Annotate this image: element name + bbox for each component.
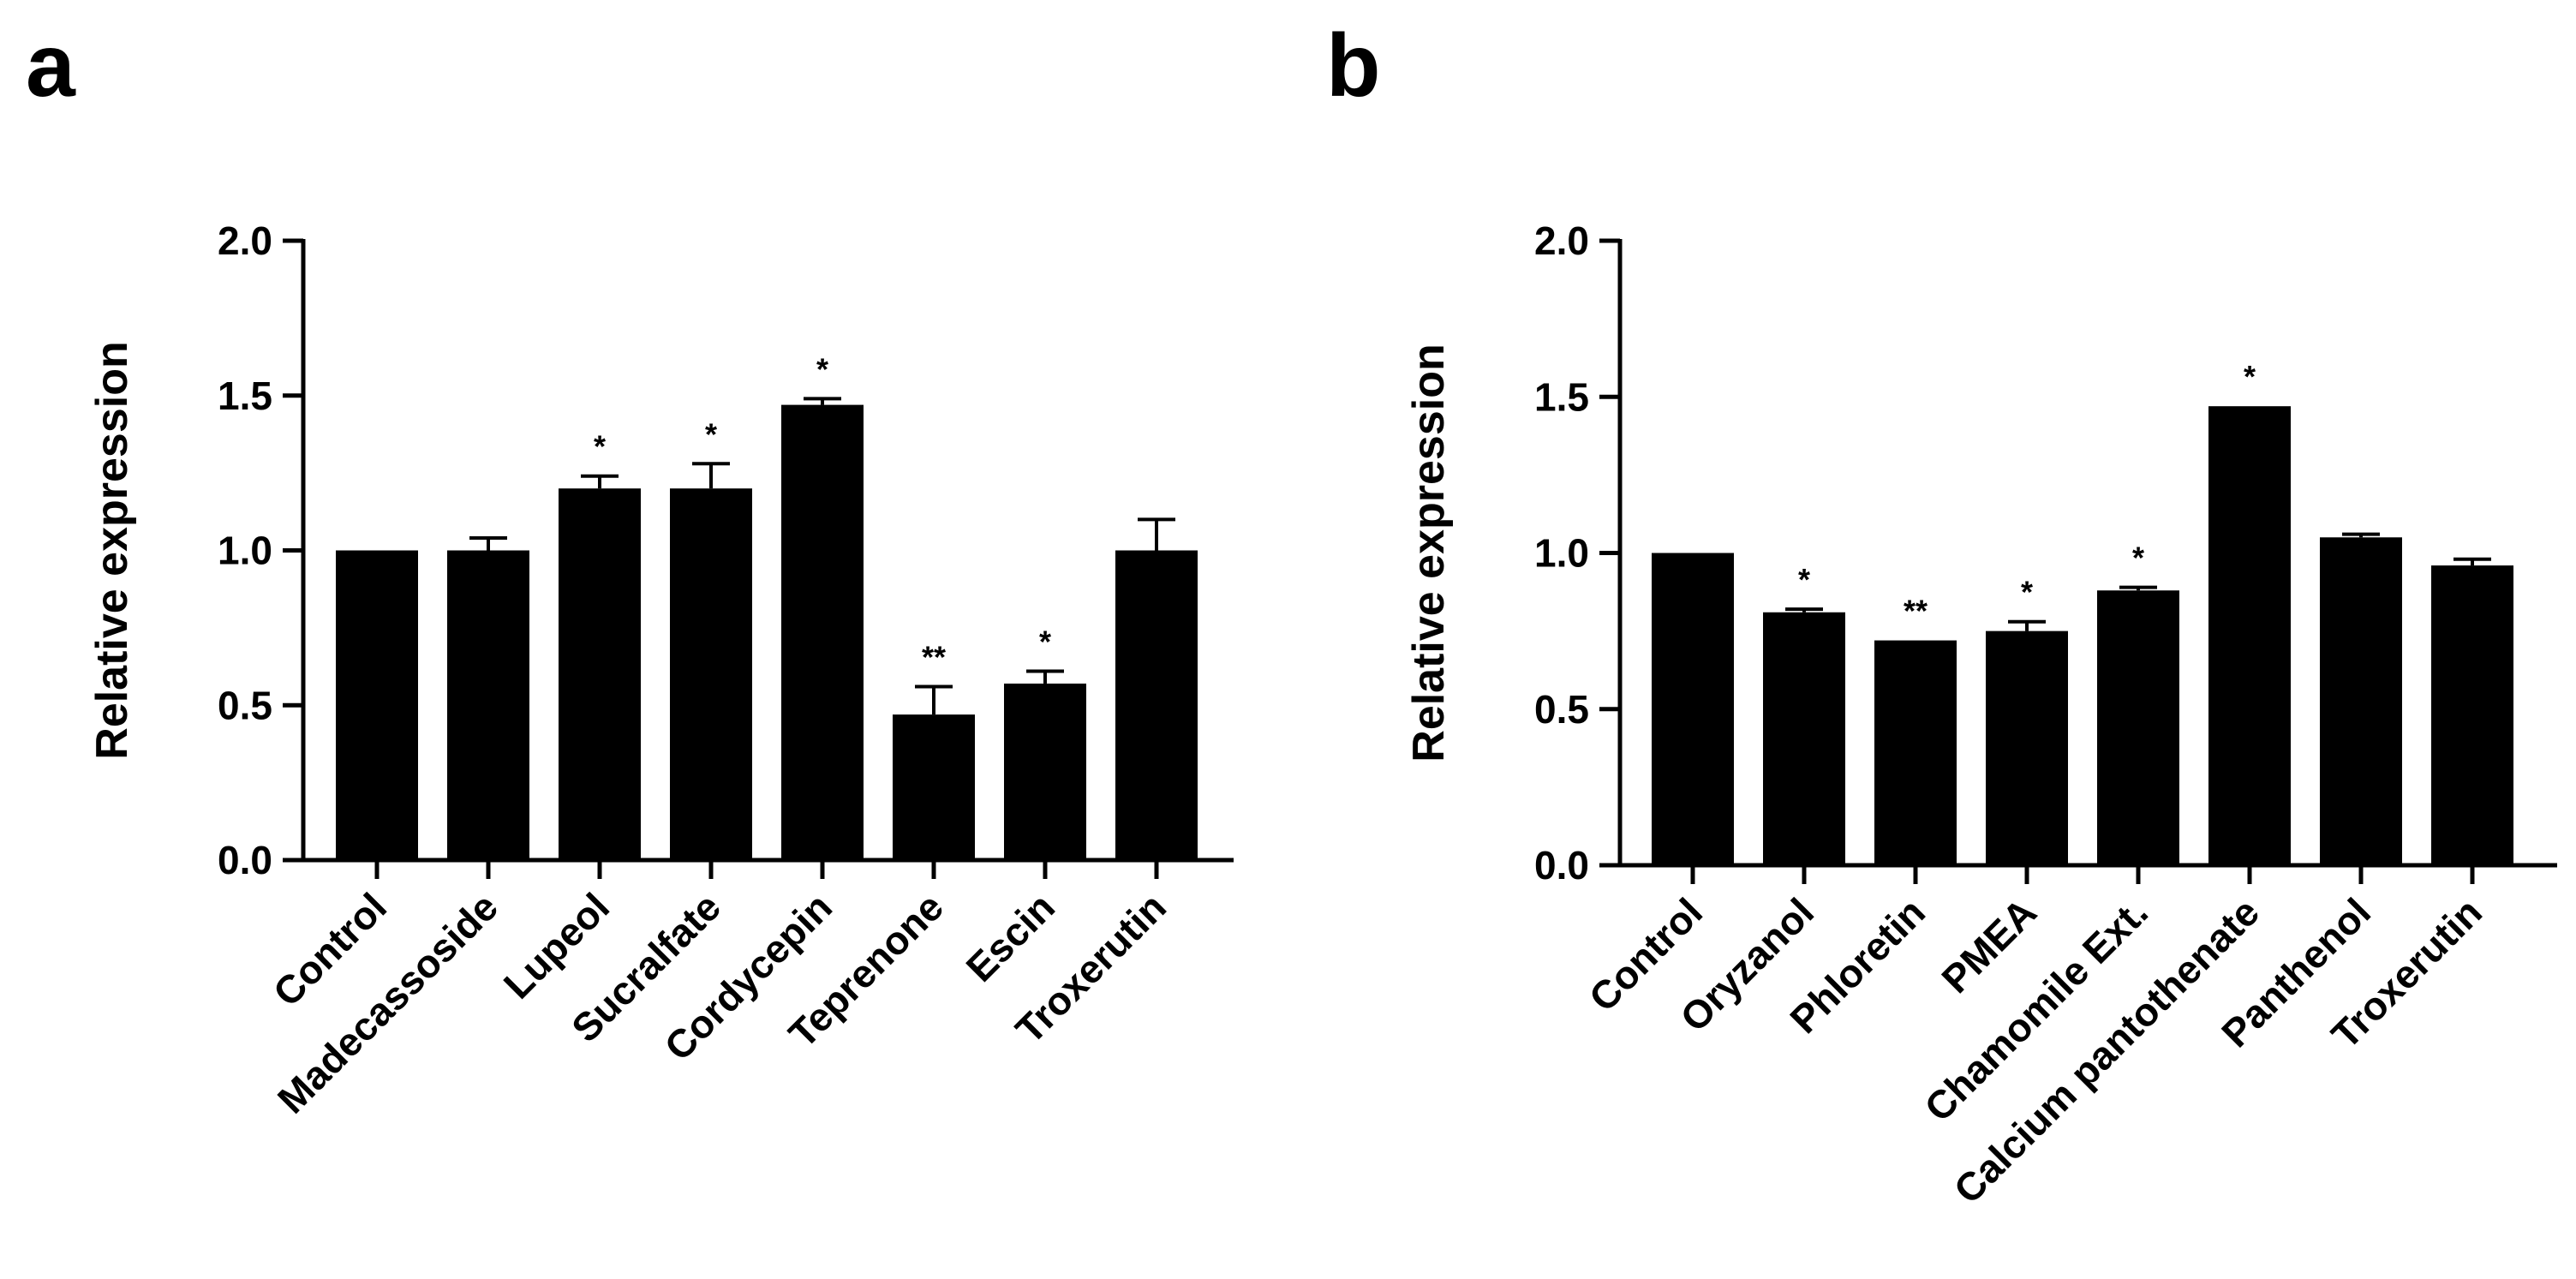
y-tick-label: 2.0 bbox=[218, 218, 272, 263]
bar-troxerutin bbox=[2431, 565, 2513, 865]
y-tick-label: 1.5 bbox=[218, 374, 272, 418]
significance-marker: * bbox=[2132, 541, 2144, 576]
significance-marker: * bbox=[1798, 562, 1810, 597]
y-tick-label: 2.0 bbox=[1534, 218, 1589, 263]
bar-chamomile-ext- bbox=[2097, 590, 2179, 865]
bar-lupeol bbox=[559, 488, 641, 860]
significance-marker: * bbox=[816, 351, 828, 386]
bar-cordycepin bbox=[781, 404, 864, 861]
y-axis-title: Relative expression bbox=[1404, 344, 1454, 762]
significance-marker: * bbox=[1039, 624, 1051, 659]
bar-escin bbox=[1004, 683, 1086, 860]
significance-marker: * bbox=[594, 429, 606, 464]
panel-label: a bbox=[26, 16, 76, 116]
bar-phloretin bbox=[1874, 640, 1957, 865]
y-tick-label: 0.5 bbox=[1534, 687, 1589, 732]
x-tick-label: Escin bbox=[958, 884, 1064, 990]
bar-panthenol bbox=[2320, 537, 2402, 865]
bar-pmea bbox=[1986, 631, 2068, 865]
significance-marker: ** bbox=[922, 640, 946, 675]
y-tick-label: 0.0 bbox=[1534, 843, 1589, 888]
significance-marker: * bbox=[705, 416, 717, 451]
bar-calcium-pantothenate bbox=[2208, 406, 2291, 865]
y-tick-label: 0.5 bbox=[218, 683, 272, 727]
significance-marker: * bbox=[2021, 575, 2033, 610]
bar-troxerutin bbox=[1115, 550, 1198, 860]
significance-marker: ** bbox=[1904, 594, 1928, 629]
significance-marker: * bbox=[2244, 359, 2256, 394]
y-axis-title: Relative expression bbox=[87, 341, 137, 759]
bar-madecassoside bbox=[447, 550, 529, 860]
y-tick-label: 1.0 bbox=[218, 529, 272, 573]
y-tick-label: 1.0 bbox=[1534, 531, 1589, 576]
y-tick-label: 1.5 bbox=[1534, 374, 1589, 419]
bar-control bbox=[336, 550, 418, 860]
y-tick-label: 0.0 bbox=[218, 838, 272, 882]
x-tick-label: PMEA bbox=[1933, 889, 2045, 1001]
bar-oryzanol bbox=[1763, 612, 1845, 865]
bar-sucralfate bbox=[670, 488, 752, 860]
panel-label: b bbox=[1326, 16, 1381, 116]
bar-teprenone bbox=[893, 714, 975, 860]
bar-control bbox=[1652, 553, 1734, 865]
